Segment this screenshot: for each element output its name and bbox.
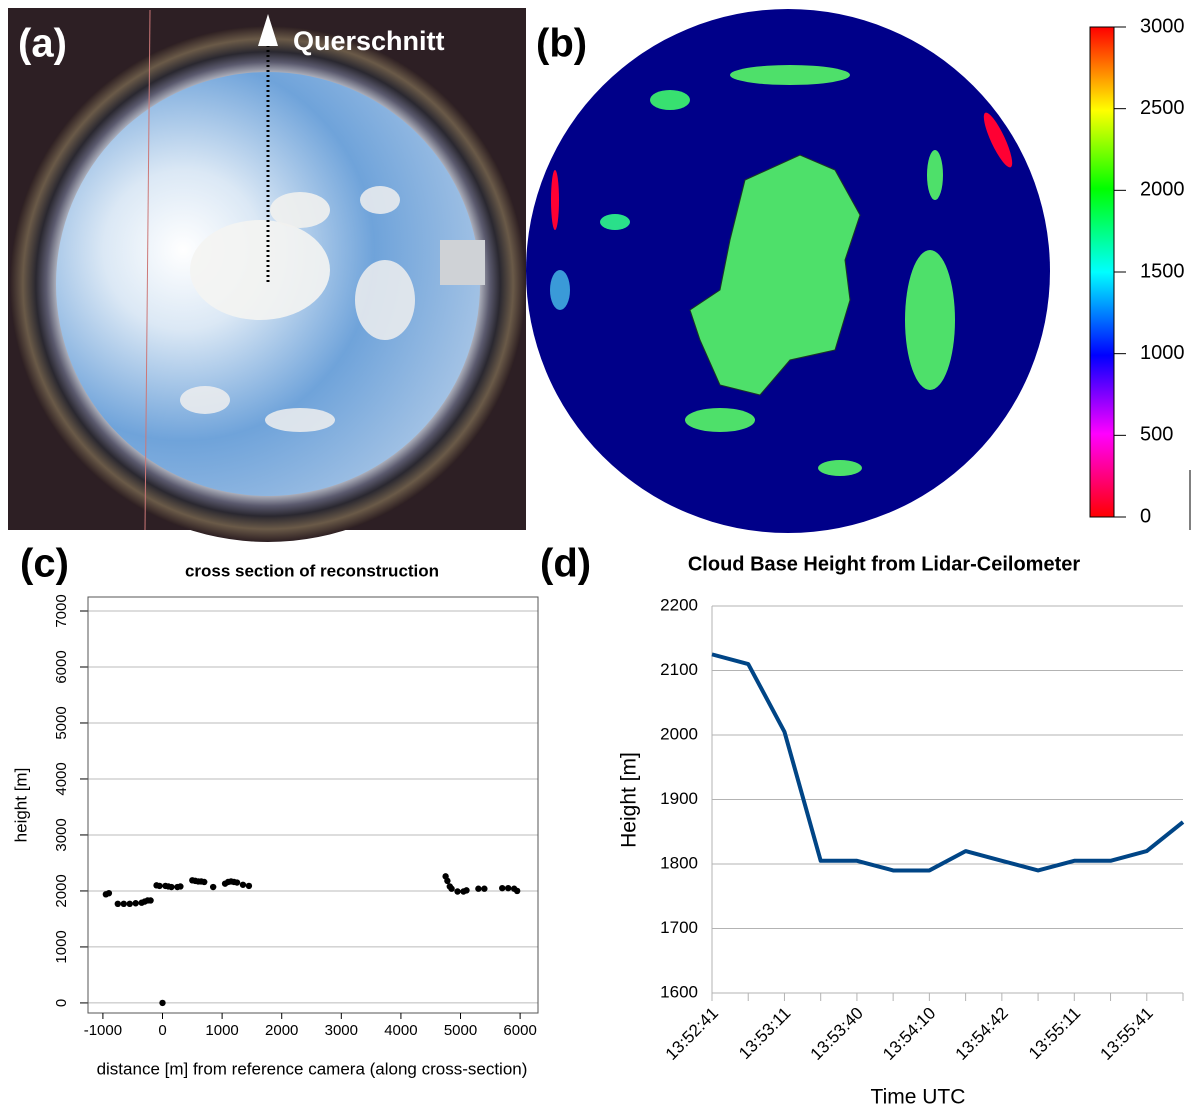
x-tick-label: 13:53:11 [735,1004,794,1063]
point [156,883,162,889]
x-tick-label: 13:53:40 [807,1004,867,1064]
point [246,883,252,889]
y-tick-label: 3000 [53,818,70,851]
chart-title: Cloud Base Height from Lidar-Ceilometer [688,553,1080,575]
point [121,901,127,907]
panel-label: (a) [18,22,67,66]
y-tick-label: 2100 [660,660,698,679]
chart-title: cross section of reconstruction [185,561,439,580]
y-tick-label: 5000 [53,706,70,739]
building [440,240,485,285]
all-sky-image [8,8,526,542]
point [106,890,112,896]
cloud-region [905,250,955,390]
figure: (a) Querschnitt (b) 0 500 1000 1500 2000 2500… [0,0,1198,1108]
plot-frame [88,597,538,1013]
x-axis-label: distance [m] from reference camera (alon… [97,1059,528,1078]
cloud [265,408,335,432]
point [132,900,138,906]
x-tick-label: -1000 [84,1022,122,1039]
point [475,886,481,892]
cloud [190,220,330,320]
cloud-region [600,214,630,230]
point [159,1000,165,1006]
colorbar-tick-label: 2000 [1140,179,1185,201]
x-tick-label: 13:52:41 [662,1004,722,1064]
y-tick-label: 1000 [53,930,70,963]
point [499,885,505,891]
x-tick-label: 0 [158,1022,166,1039]
x-axis-label: Time UTC [871,1086,966,1108]
x-tick-label: 6000 [503,1022,536,1039]
cloud-region [650,90,690,110]
y-tick-label: 0 [53,999,70,1007]
x-tick-label: 4000 [384,1022,417,1039]
point [147,897,153,903]
y-tick-label: 2000 [53,874,70,907]
colorbar-tick-label: 1500 [1140,260,1185,282]
cloud-region [551,170,559,230]
y-axis-label: Height [m] [618,752,641,848]
colorbar-tick-label: 0 [1140,505,1151,527]
point [168,884,174,890]
y-tick-label: 7000 [53,594,70,627]
cloud-region [818,460,862,476]
point [177,883,183,889]
point [448,886,454,892]
y-tick-label: 2000 [660,724,698,743]
cloud-region [730,65,850,85]
colorbar [1090,27,1114,517]
x-tick-label: 13:54:10 [879,1004,939,1064]
y-tick-label: 1700 [660,918,698,937]
point [514,888,520,894]
y-tick-label: 1800 [660,853,698,872]
colorbar-tick-label: 1000 [1140,342,1185,364]
cloud-region [685,408,755,432]
cloud [360,186,400,214]
point [127,901,133,907]
x-tick-label: 3000 [325,1022,358,1039]
y-tick-label: 1900 [660,789,698,808]
point [201,879,207,885]
x-tick-label: 1000 [205,1022,238,1039]
height-map [526,9,1050,533]
x-tick-label: 2000 [265,1022,298,1039]
cloud [270,192,330,228]
x-tick-label: 13:54:42 [952,1004,1012,1064]
point [463,887,469,893]
x-tick-label: 5000 [444,1022,477,1039]
colorbar-tick-label: 2500 [1140,97,1185,119]
point [481,886,487,892]
colorbar-tick-label: 500 [1140,424,1173,446]
cloud-region [550,270,570,310]
y-tick-label: 2200 [660,595,698,614]
y-tick-label: 6000 [53,650,70,683]
colorbar-tick-label: 3000 [1140,15,1185,37]
point [115,901,121,907]
cloud [355,260,415,340]
cloud [180,386,230,414]
cloud-region [927,150,943,200]
point [210,884,216,890]
panel-label: (b) [536,22,587,66]
y-tick-label: 4000 [53,762,70,795]
point [240,882,246,888]
panel-label: (c) [20,542,69,586]
annotation: Querschnitt [293,26,445,56]
point [454,888,460,894]
series-line [712,654,1183,870]
point [234,879,240,885]
panel-label: (d) [540,542,591,586]
x-tick-label: 13:55:41 [1097,1004,1157,1064]
point [444,878,450,884]
y-tick-label: 1600 [660,982,698,1001]
point [505,885,511,891]
x-tick-label: 13:55:11 [1025,1004,1084,1063]
y-axis-label: height [m] [11,768,30,843]
